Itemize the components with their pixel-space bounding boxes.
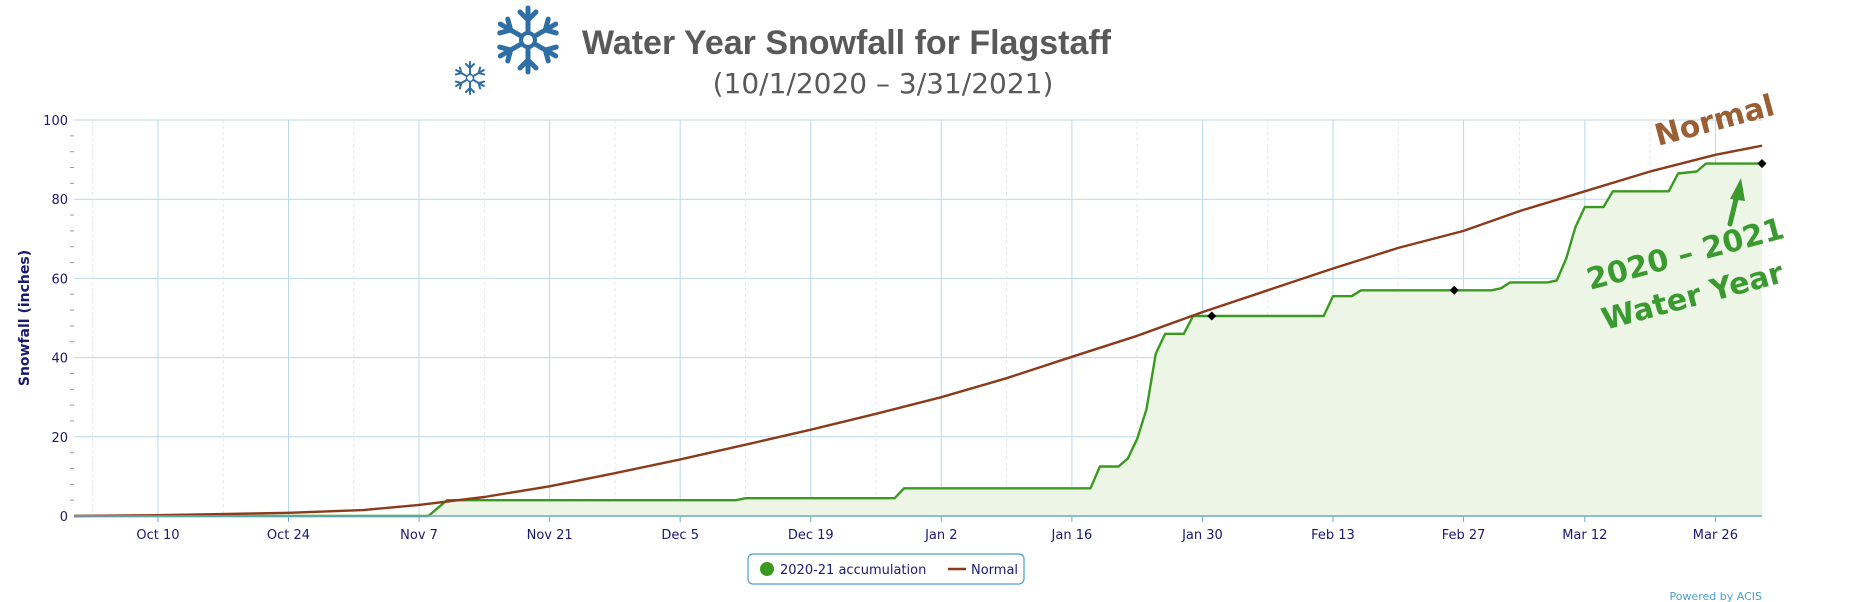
x-tick-label: Dec 19 [788,528,834,543]
legend-box [747,553,1025,585]
snowflake-small-icon [452,60,488,96]
y-axis-ticks: 0 20 40 60 80 100 [43,114,68,525]
x-tick-label: Mar 26 [1693,528,1738,543]
legend-label-normal: Normal [971,563,1018,578]
x-tick-label: Feb 27 [1442,528,1486,543]
legend-item-accumulation[interactable]: 2020-21 accumulation [760,562,926,578]
chart-title: Water Year Snowfall for Flagstaff [582,24,1112,62]
y-tick-label: 60 [51,272,68,287]
legend-item-normal[interactable]: Normal [948,563,1018,578]
series-area [74,163,1762,516]
x-tick-label: Mar 12 [1562,528,1607,543]
legend-swatch-accumulation [760,562,774,576]
snowflake-large-icon [496,5,559,72]
legend-label-accumulation: 2020-21 accumulation [780,563,926,578]
y-axis-label: Snowfall (inches) [17,250,33,386]
x-tick-label: Nov 7 [400,528,438,543]
x-tick-label: Feb 13 [1311,528,1355,543]
x-tick-label: Nov 21 [527,528,573,543]
y-tick-label: 40 [51,352,68,367]
chart-subtitle: (10/1/2020 – 3/31/2021) [713,67,1054,100]
series-line-normal [73,144,1763,518]
arrow-up-icon [1727,178,1745,227]
y-tick-label: 80 [51,193,68,208]
x-tick-label: Dec 5 [661,528,699,543]
x-tick-label: Jan 2 [924,528,957,543]
series-line-2020-21-accumulation [74,162,1762,518]
x-tick-label: Jan 16 [1051,528,1093,543]
series-lines [73,144,1763,518]
x-tick-label: Jan 30 [1181,528,1223,543]
y-tick-label: 20 [51,431,68,446]
y-tick-label: 100 [43,114,68,129]
legend: 2020-21 accumulation Normal [747,553,1025,585]
x-axis-ticks: Oct 10 Oct 24 Nov 7 Nov 21 Dec 5 Dec 19 Jan 2 J… [74,515,1762,543]
y-minor-ticks [70,135,74,501]
x-tick-label: Oct 10 [136,528,179,543]
credit-link[interactable]: Powered by ACIS [1670,590,1763,602]
series-area-2020-21-accumulation [74,163,1762,516]
y-tick-label: 0 [60,510,68,525]
x-tick-label: Oct 24 [267,528,310,543]
